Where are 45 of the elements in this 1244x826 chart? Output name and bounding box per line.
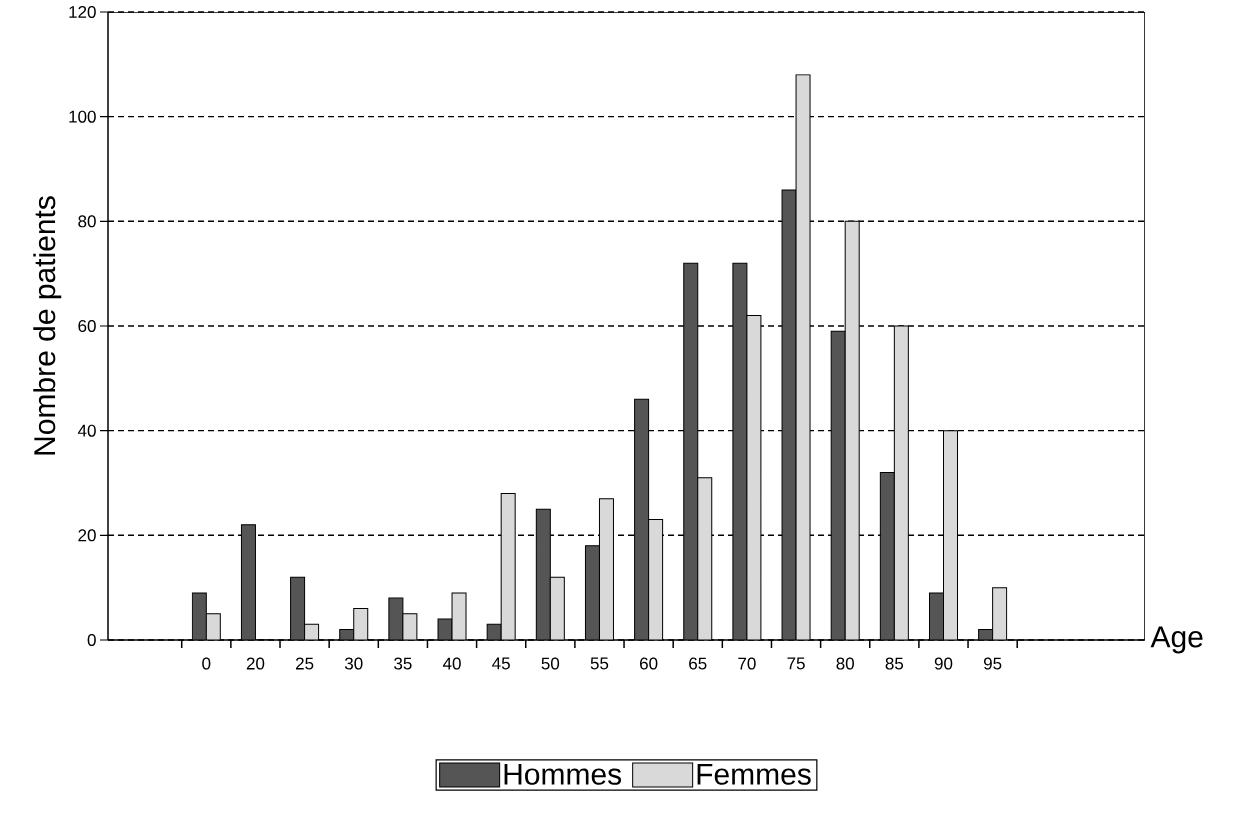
x-tick-label: 55 xyxy=(590,657,609,670)
bar xyxy=(893,325,909,640)
y-tick-label: 40 xyxy=(77,424,96,437)
y-tick-label: 0 xyxy=(87,633,96,647)
bar xyxy=(290,576,306,640)
bar xyxy=(879,472,895,640)
y-tick-label: 20 xyxy=(78,529,96,542)
bar xyxy=(992,587,1008,640)
x-tick-label: 0 xyxy=(202,657,211,670)
bar xyxy=(598,498,614,640)
y-axis-title: Nombre de patients xyxy=(33,196,62,455)
bar xyxy=(535,508,551,640)
y-tick-label: 60 xyxy=(78,319,96,333)
bar xyxy=(844,220,860,640)
x-tick-label: 60 xyxy=(640,657,658,670)
legend-label: Hommes xyxy=(504,763,622,785)
bar xyxy=(648,519,664,640)
bar xyxy=(500,492,516,640)
x-tick-label: 85 xyxy=(885,657,904,670)
x-tick-label: 20 xyxy=(246,657,265,670)
x-tick-label: 30 xyxy=(344,657,363,670)
legend-label: Femmes xyxy=(697,763,811,785)
x-tick-label: 35 xyxy=(394,657,412,670)
y-tick-label: 80 xyxy=(78,215,96,228)
x-tick-label: 45 xyxy=(492,657,510,670)
y-tick-label: 100 xyxy=(69,110,96,123)
x-tick-label: 75 xyxy=(787,657,805,670)
y-tick-label: 120 xyxy=(69,5,96,19)
bar xyxy=(683,262,699,640)
x-tick-label: 65 xyxy=(689,657,707,670)
x-tick-label: 50 xyxy=(541,657,560,670)
x-tick-label: 70 xyxy=(738,657,756,670)
x-axis-title: Age xyxy=(1150,626,1203,654)
bar xyxy=(697,477,713,640)
bar xyxy=(942,430,958,640)
bar xyxy=(549,576,565,640)
x-tick-label: 90 xyxy=(934,657,953,670)
bar xyxy=(634,398,650,640)
bar xyxy=(584,545,600,640)
bar xyxy=(830,330,846,640)
bar xyxy=(240,524,256,640)
x-tick-label: 80 xyxy=(836,657,854,670)
x-tick-label: 25 xyxy=(296,657,314,670)
x-tick-label: 40 xyxy=(442,657,461,670)
x-tick-label: 95 xyxy=(983,657,1002,670)
